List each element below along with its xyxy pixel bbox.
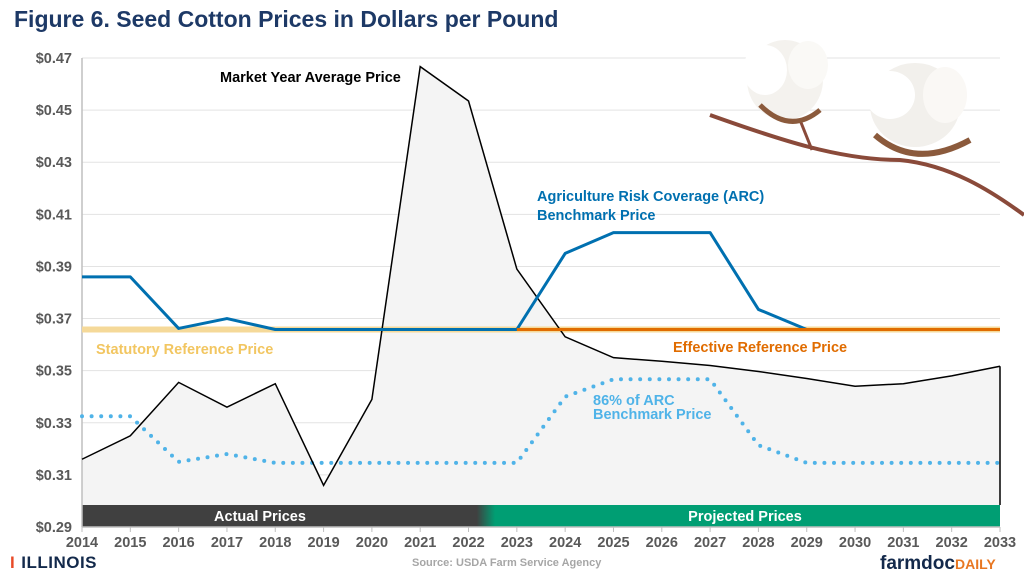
y-tick-label: $0.31 — [36, 468, 72, 484]
illinois-logo: I ILLINOIS — [10, 553, 98, 572]
y-tick-label: $0.41 — [36, 207, 72, 223]
x-tick-label: 2029 — [791, 535, 823, 551]
band-label: Actual Prices — [214, 509, 306, 525]
x-tick-label: 2024 — [549, 535, 581, 551]
farmdoc-daily-logo: farmdocDAILY — [880, 553, 996, 575]
y-tick-label: $0.47 — [36, 51, 72, 67]
daily-text: DAILY — [954, 556, 996, 572]
x-tick-label: 2028 — [742, 535, 774, 551]
arc-label-line1: Agriculture Risk Coverage (ARC) — [537, 189, 764, 205]
x-tick-label: 2032 — [936, 535, 968, 551]
x-tick-label: 2025 — [597, 535, 629, 551]
y-tick-label: $0.45 — [36, 103, 72, 119]
y-tick-label: $0.39 — [36, 259, 72, 275]
arc-86pct-line — [80, 377, 1002, 465]
x-tick-label: 2019 — [307, 535, 339, 551]
y-tick-label: $0.43 — [36, 155, 72, 171]
cotton-boll-image — [709, 40, 1024, 217]
y-tick-label: $0.29 — [36, 520, 72, 536]
y-tick-label: $0.35 — [36, 364, 72, 380]
x-tick-label: 2030 — [839, 535, 871, 551]
statutory-reference-price-label: Statutory Reference Price — [96, 342, 273, 358]
x-tick-label: 2027 — [694, 535, 726, 551]
x-tick-label: 2026 — [646, 535, 678, 551]
x-tick-label: 2018 — [259, 535, 291, 551]
y-tick-label: $0.37 — [36, 312, 72, 328]
price-period-band — [82, 505, 1000, 527]
x-tick-label: 2033 — [984, 535, 1016, 551]
market-year-average-area — [82, 66, 1000, 506]
x-tick-label: 2014 — [66, 535, 98, 551]
market-year-average-label: Market Year Average Price — [220, 70, 401, 86]
x-tick-label: 2015 — [114, 535, 146, 551]
x-tick-label: 2022 — [452, 535, 484, 551]
market-year-average-line — [81, 65, 1001, 487]
band-label: Projected Prices — [688, 509, 802, 525]
x-tick-label: 2023 — [501, 535, 533, 551]
x-tick-label: 2020 — [356, 535, 388, 551]
x-tick-label: 2016 — [162, 535, 194, 551]
farmdoc-text: farmdoc — [880, 553, 955, 574]
arc-86pct-label-line2: Benchmark Price — [593, 407, 711, 423]
x-tick-label: 2017 — [211, 535, 243, 551]
effective-reference-price-label: Effective Reference Price — [673, 340, 847, 356]
chart-title: Figure 6. Seed Cotton Prices in Dollars … — [14, 6, 559, 32]
x-tick-label: 2021 — [404, 535, 436, 551]
arc-86pct-label-line1: 86% of ARC — [593, 393, 675, 409]
x-tick-label: 2031 — [887, 535, 919, 551]
y-tick-label: $0.33 — [36, 416, 72, 432]
source-note: Source: USDA Farm Service Agency — [412, 557, 602, 569]
illinois-logo-text: ILLINOIS — [21, 553, 98, 572]
arc-label-line2: Benchmark Price — [537, 208, 655, 224]
